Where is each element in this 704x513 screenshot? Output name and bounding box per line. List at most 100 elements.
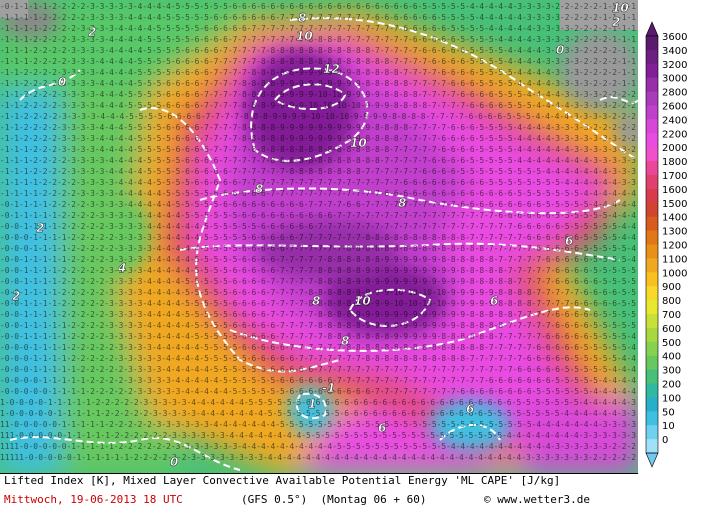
grid-value-row: -0-1-1-1-1-1-2-2-2-2-3-3-3-3-4-4-4-4-4-5… [0,211,636,220]
grid-value-row: 11-0-0-0-0-0-1-1-1-1-1-2-2-2-2-2-3-3-3-3… [0,420,636,429]
grid-value-row: -0-0-0-0-0-1-1-1-1-2-2-2-2-2-3-3-3-3-3-4… [0,387,636,396]
contour-label: 10 [612,1,629,15]
grid-value-row: -1-1-2-2-2-2-3-3-3-3-4-4-4-4-5-5-5-6-6-6… [0,79,636,88]
legend-level-label: 1500 [662,199,687,210]
contour-label: 2 [612,15,620,29]
legend-swatch [646,369,658,384]
legend-swatch [646,300,658,315]
grid-value-row: -0-0-1-1-1-1-2-2-2-2-2-3-3-3-3-4-4-4-4-4… [0,222,636,231]
contour-label: 1 [308,397,316,411]
legend-swatch [646,105,658,120]
legend-level-label: 3200 [662,60,687,71]
legend-level-label: 2000 [662,143,687,154]
legend-swatch [646,439,658,454]
contour-label: 0 [170,455,178,469]
copyright-link[interactable]: © www.wetter3.de [484,493,590,506]
contour-label: 8 [398,196,406,210]
legend-swatch [646,175,658,190]
grid-value-row: -1-1-1-2-2-2-2-3-3-3-3-4-4-4-4-5-5-5-5-6… [0,156,636,165]
grid-value-row: -1-1-1-2-2-2-3-3-3-3-4-4-4-4-5-5-5-5-6-6… [0,145,636,154]
grid-value-row: 11111-0-0-0-0-0-1-1-1-1-1-1-2-2-2-2-2-2-… [0,453,636,462]
grid-value-row: -1-1-1-1-2-2-2-2-2-3-3-3-3-4-4-4-4-5-5-5… [0,13,636,22]
grid-value-row: -1-1-1-2-2-2-2-3-3-3-3-4-4-4-4-5-5-5-5-6… [0,46,636,55]
legend-level-label: 1800 [662,157,687,168]
legend-level-label: 2200 [662,129,687,140]
grid-value-row: -1-1-1-2-2-2-2-3-3-3-3-4-4-4-4-5-5-5-5-5… [0,35,636,44]
grid-value-row: -0-0-0-1-1-1-1-2-2-2-2-2-3-3-3-3-4-4-4-4… [0,343,636,352]
lifted-index-grid: -0-1-1-1-1-2-2-2-2-3-3-3-3-3-4-4-4-4-5-5… [0,2,636,462]
contour-label: 8 [298,11,306,25]
grid-value-row: -1-1-2-2-2-2-3-3-3-3-4-4-4-4-5-5-5-5-6-6… [0,68,636,77]
model-name: (GFS 0.5°) [241,493,308,506]
legend-level-label: 700 [662,310,681,321]
legend-swatch [646,355,658,371]
legend-swatch [646,286,658,301]
contour-label: 0 [58,75,66,89]
contour-label: 8 [255,182,263,196]
legend-level-label: 1200 [662,241,687,252]
legend-swatch [646,314,658,329]
legend-swatch [646,425,658,440]
legend-swatch [646,272,658,287]
legend-level-label: 1400 [662,213,687,224]
legend-level-label: 1000 [662,268,687,279]
model-run: (GFS 0.5°) (Montag 06 + 60) [241,493,426,506]
legend-level-label: 2800 [662,88,687,99]
contour-label: 2 [12,289,20,303]
contour-label: 12 [323,62,340,76]
legend-level-label: 2400 [662,115,687,126]
legend-swatch [646,230,658,245]
cape-map: -0-1-1-1-1-2-2-2-2-3-3-3-3-3-4-4-4-4-5-5… [0,0,638,473]
grid-value-row: -1-1-1-1-2-2-2-2-3-3-3-3-4-4-4-4-5-5-5-5… [0,24,636,33]
grid-value-row: -0-0-1-1-1-1-2-2-2-2-2-3-3-3-3-4-4-4-4-5… [0,288,636,297]
grid-value-row: -1-1-2-2-2-2-3-3-3-3-4-4-4-5-5-5-5-6-6-6… [0,123,636,132]
legend-swatch [646,119,658,134]
grid-value-row: -0-0-1-1-1-1-2-2-2-2-2-3-3-3-3-4-4-4-4-5… [0,299,636,308]
contour-label: 10 [296,29,313,43]
legend-level-label: 300 [662,366,681,377]
contour-label: 6 [565,234,573,248]
legend-border [645,35,659,454]
legend-swatch [646,77,658,93]
legend-swatch [646,91,658,106]
grid-value-row: -0-0-1-1-1-1-2-2-2-2-2-3-3-3-3-4-4-4-4-4… [0,266,636,275]
legend-level-label: 400 [662,352,681,363]
legend-level-label: 50 [662,407,675,418]
legend-swatch [646,188,658,204]
contour-label: 6 [490,294,498,308]
grid-value-row: -0-0-0-1-1-1-1-2-2-2-2-2-3-3-3-3-3-4-4-4… [0,354,636,363]
legend-level-label: 1700 [662,171,687,182]
legend-level-label: 200 [662,380,681,391]
legend-swatch [646,147,658,162]
legend-level-label: 1100 [662,254,687,265]
legend-swatch [646,49,658,65]
map-title: Lifted Index [K], Mixed Layer Convective… [4,474,561,487]
grid-value-row: -1-1-2-2-2-2-3-3-3-3-4-4-4-4-5-5-5-5-6-6… [0,134,636,143]
grid-value-row: -1-1-2-2-2-2-3-3-3-3-4-4-4-5-5-5-5-6-6-6… [0,112,636,121]
grid-value-row: -0-0-0-0-1-1-1-1-1-2-2-2-2-3-3-3-3-3-4-4… [0,376,636,385]
legend-level-label: 900 [662,282,681,293]
grid-value-row: -0-0-1-1-1-1-1-2-2-2-2-3-3-3-3-3-4-4-4-4… [0,255,636,264]
grid-value-row: -1-1-1-1-2-2-2-2-3-3-3-3-4-4-4-4-4-5-5-5… [0,189,636,198]
grid-value-row: 1-0-0-0-0-1-1-1-1-1-2-2-2-2-2-3-3-3-3-3-… [0,398,636,407]
legend-level-label: 0 [662,435,668,446]
legend-swatch [646,133,658,148]
contour-label: 2 [88,25,96,39]
legend-level-label: 100 [662,393,681,404]
legend-swatch [646,327,658,343]
legend-swatch [646,383,658,398]
grid-value-row: -1-1-2-2-2-2-3-3-3-3-4-4-4-5-5-5-5-6-6-6… [0,101,636,110]
legend-swatch [646,411,658,426]
map-frame-bottom [0,473,638,474]
contour-label: 6 [378,421,386,435]
grid-value-row: -1-1-2-2-2-2-3-3-3-3-4-4-4-5-5-5-5-6-6-6… [0,90,636,99]
forecast-run: (Montag 06 + 60) [320,493,427,506]
grid-value-row: 1-0-0-0-0-0-1-1-1-1-1-2-2-2-2-2-3-3-3-3-… [0,409,636,418]
legend-swatch [646,216,658,232]
contour-label: 8 [341,334,349,348]
legend-arrow-top [645,21,659,37]
legend-level-label: 3400 [662,46,687,57]
contour-label: 10 [354,294,371,308]
cape-legend: 3600340032003000280026002400220020001800… [645,21,687,468]
grid-value-row: -1-1-1-1-2-2-2-2-3-3-3-3-4-4-4-4-5-5-5-5… [0,178,636,187]
